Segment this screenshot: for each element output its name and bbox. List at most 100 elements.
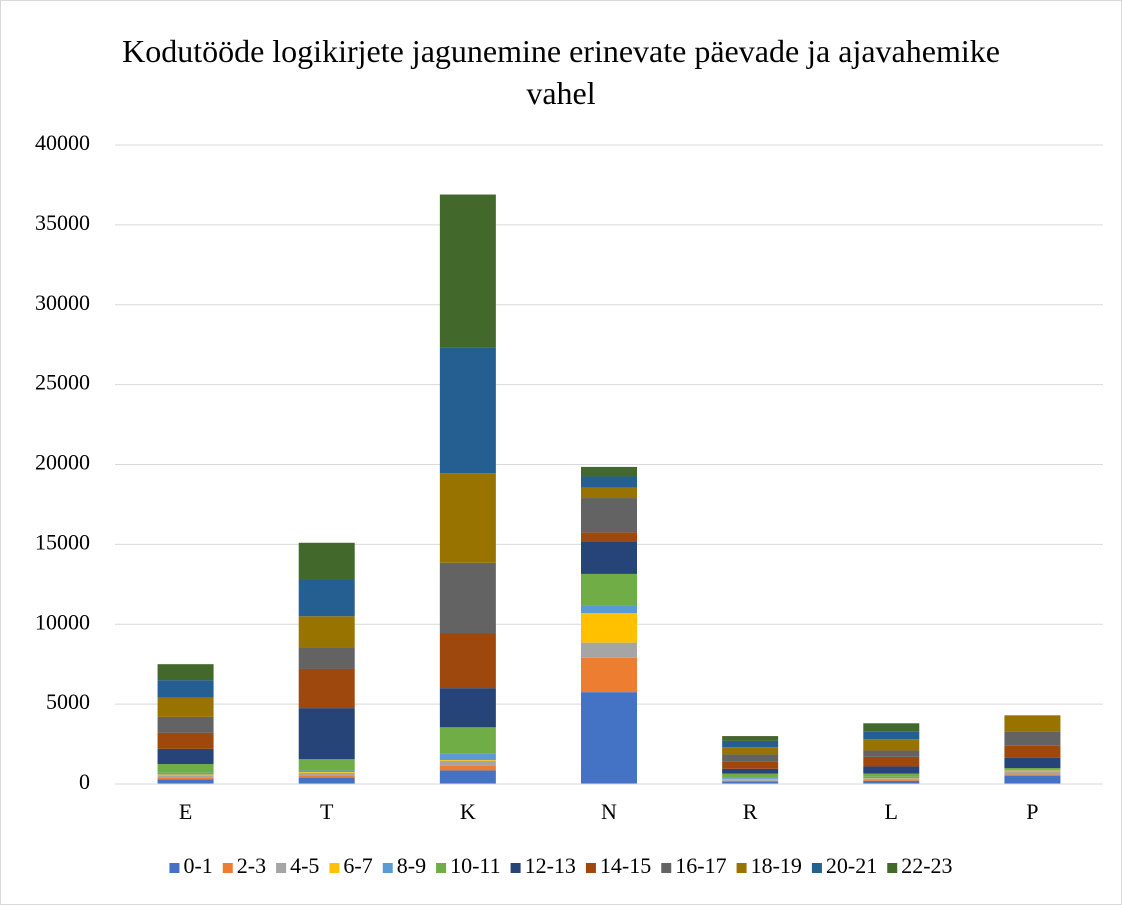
x-tick-label: N [601,799,617,824]
legend-swatch [169,863,180,873]
bar-segment [863,723,920,732]
bar-segment [157,732,214,749]
bar-segment [1004,757,1061,769]
legend-swatch [661,863,672,873]
bar-segment [439,727,496,754]
bar-segment [863,780,920,781]
bar-segment [581,476,637,488]
bar-segment [1004,769,1061,771]
bar-segment [863,766,920,774]
bar-segment [581,605,637,614]
bar-segment [298,708,355,760]
legend-label: 8-9 [397,853,426,878]
legend-swatch [887,863,898,873]
legend-swatch [736,863,747,873]
bar-segment [1004,768,1061,770]
bar-segment [439,753,496,761]
legend-label: 2-3 [237,853,266,878]
bar-segment [157,774,214,776]
x-tick-label: P [1026,799,1038,824]
chart-title: Kodutööde logikirjete jagunemine erineva… [122,33,1000,111]
x-tick-label: K [460,799,476,824]
legend-swatch [329,863,340,873]
bar-segment [298,776,355,778]
bar-segment [581,466,637,477]
bar-segment [157,777,214,780]
legend-label: 18-19 [751,853,802,878]
bar-segment [581,613,637,643]
y-tick-label: 5000 [46,689,90,714]
y-tick-label: 35000 [35,210,90,235]
bar-segment [722,773,779,778]
y-tick-label: 10000 [35,609,90,634]
y-tick-label: 40000 [35,130,90,155]
x-tick-label: L [885,799,898,824]
y-tick-label: 0 [79,769,90,794]
bar-segment [1004,774,1061,777]
bar-segment [1004,731,1061,746]
bar-segment [863,776,920,779]
legend-label: 6-7 [343,853,372,878]
legend-swatch [585,863,596,873]
legend-swatch [382,863,393,873]
bar-segment [581,487,637,499]
bar-segment [581,692,637,784]
x-tick-label: E [179,799,192,824]
bar-segment [157,664,214,681]
bar-segment [863,731,920,740]
legend-swatch [276,863,287,873]
bar-segment [298,668,355,709]
bar-segment [722,736,779,741]
bar-segment [722,779,779,781]
legend-label: 22-23 [901,853,952,878]
bar-segment [298,759,355,771]
bar-segment [581,541,637,574]
bar-segment [722,768,779,774]
bar-segment [157,748,214,765]
bar-segment [439,347,496,474]
bar-segment [157,764,214,773]
bar-segment [581,573,637,606]
bar-segment [1004,745,1061,758]
x-tick-label: R [743,799,758,824]
bar-segment [722,777,779,779]
bar-segment [581,657,637,693]
bar-segment [298,616,355,648]
bar-segment [863,778,920,781]
legend-swatch [811,863,822,873]
bar-segment [1004,715,1061,732]
bar-segment [722,754,779,762]
bar-segment [298,777,355,784]
bar-segment [439,688,496,728]
bar-segment [439,194,496,348]
x-tick-label: T [320,799,334,824]
bar-segment [439,562,496,634]
y-tick-label: 20000 [35,450,90,475]
bar-segment [298,542,355,580]
bar-segment [298,772,355,773]
bar-segment [157,779,214,784]
bar-segment [157,680,214,698]
bar-segment [157,697,214,717]
bar-segment [157,775,214,778]
y-tick-label: 15000 [35,529,90,554]
y-tick-label: 25000 [35,370,90,395]
bar-segment [581,498,637,533]
legend-label: 10-11 [450,853,501,878]
bar-segment [298,579,355,617]
legend-swatch [510,863,521,873]
bar-segment [863,750,920,757]
bar-segment [298,770,355,773]
bar-segment [863,739,920,751]
bar-segment [863,780,920,784]
bar-segment [439,765,496,771]
y-tick-label: 30000 [35,290,90,315]
bar-segment [439,633,496,689]
legend-label: 16-17 [675,853,726,878]
bar-segment [298,772,355,777]
bar-segment [1004,776,1061,784]
bar-segment [722,780,779,782]
legend-label: 14-15 [600,853,651,878]
